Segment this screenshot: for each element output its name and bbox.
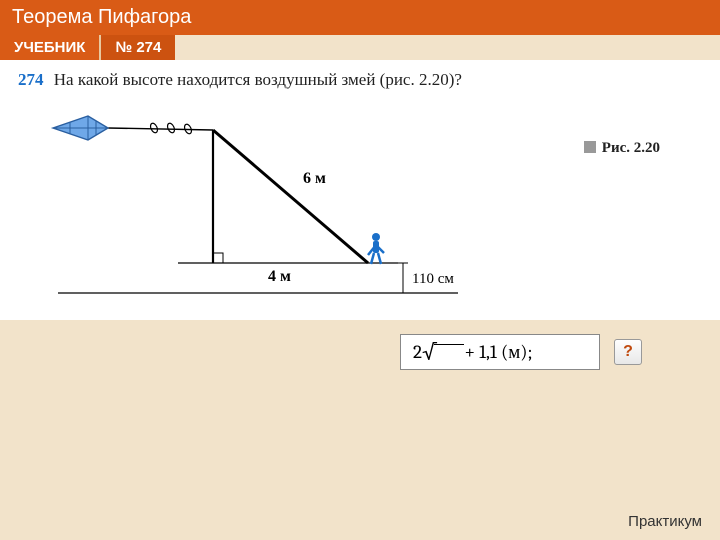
square-bullet-icon	[584, 141, 596, 153]
problem-number: 274	[18, 70, 44, 89]
base-label: 4 м	[268, 268, 291, 285]
answer-row: 2 √ + 1,1 (м); ?	[0, 334, 720, 370]
page-title: Теорема Пифагора	[0, 0, 720, 35]
hint-button[interactable]: ?	[614, 339, 642, 365]
answer-formula: 2 √ + 1,1 (м);	[400, 334, 600, 370]
problem-panel: 274 На какой высоте находится воздушный …	[0, 60, 720, 320]
answer-suffix: + 1,1 (м);	[464, 341, 532, 364]
hypotenuse-label: 6 м	[303, 170, 326, 187]
geometry-diagram: 6 м 4 м 110 см	[38, 98, 478, 308]
footer-label: Практикум	[628, 513, 702, 530]
tab-bar: УЧЕБНИК № 274	[0, 35, 720, 60]
sqrt-icon: √	[422, 339, 436, 365]
problem-statement: На какой высоте находится воздушный змей…	[54, 70, 462, 89]
diagram-svg: 6 м 4 м 110 см	[38, 98, 478, 308]
tab-textbook[interactable]: УЧЕБНИК	[0, 35, 99, 60]
person-icon	[368, 233, 384, 264]
problem-text: 274 На какой высоте находится воздушный …	[18, 70, 702, 90]
height-label: 110 см	[412, 271, 454, 287]
sqrt-bar	[434, 344, 464, 360]
answer-prefix: 2	[413, 341, 422, 363]
kite-icon	[53, 116, 108, 140]
tab-problem-number[interactable]: № 274	[99, 35, 175, 60]
figure-label: Рис. 2.20	[584, 140, 660, 157]
